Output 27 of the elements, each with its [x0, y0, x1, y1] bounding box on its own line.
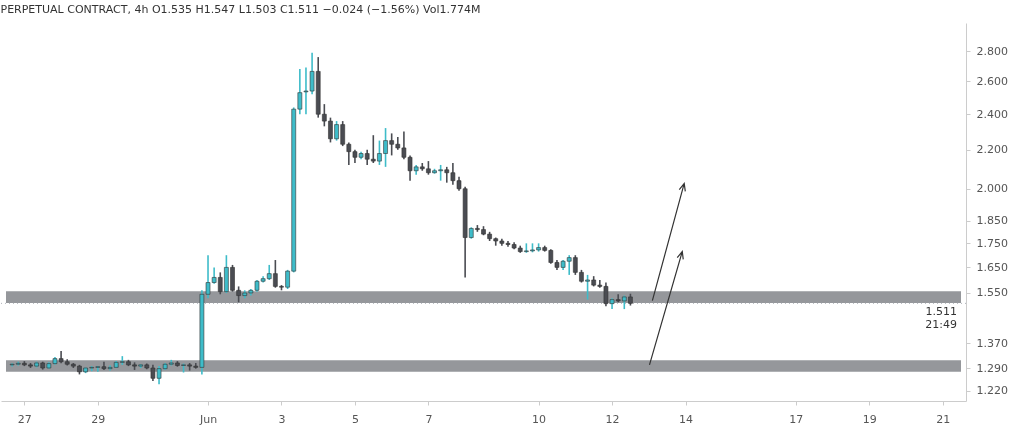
y-tick-label: 2.800 — [976, 44, 1008, 58]
x-tick-label: 14 — [679, 412, 694, 426]
x-tick-label: 5 — [351, 412, 359, 426]
x-tick-label: 10 — [532, 412, 547, 426]
x-tick-label: 21 — [936, 412, 951, 426]
annotation: 21:49 — [925, 318, 957, 332]
x-tick-label: 29 — [91, 412, 106, 426]
y-tick-label: 1.550 — [976, 286, 1008, 300]
chart-title: PERPETUAL CONTRACT, 4h O1.535 H1.547 L1.503 C1.511 −0.024 (−1.56%) Vol1.774M — [0, 3, 481, 16]
x-tick-label: 19 — [862, 412, 877, 426]
y-tick-label: 2.200 — [976, 143, 1008, 157]
ref-line-label: 1.511 — [925, 305, 957, 319]
y-tick-label: 2.600 — [976, 75, 1008, 88]
y-tick-label: 1.220 — [976, 384, 1008, 398]
y-tick-label: 1.370 — [976, 336, 1008, 350]
y-tick-label: 1.650 — [976, 260, 1008, 274]
x-tick-label: 27 — [17, 412, 32, 426]
y-tick-label: 1.850 — [976, 214, 1008, 228]
y-tick-label: 1.750 — [976, 236, 1008, 250]
x-tick-label: 7 — [425, 412, 433, 426]
y-tick-label: 1.290 — [976, 361, 1008, 375]
x-tick-label: Jun — [198, 412, 218, 426]
y-tick-label: 2.400 — [976, 107, 1008, 121]
x-tick-label: 12 — [605, 412, 620, 426]
x-tick-label: 17 — [789, 412, 804, 426]
y-tick-label: 2.000 — [976, 182, 1008, 196]
x-tick-label: 3 — [278, 412, 286, 426]
